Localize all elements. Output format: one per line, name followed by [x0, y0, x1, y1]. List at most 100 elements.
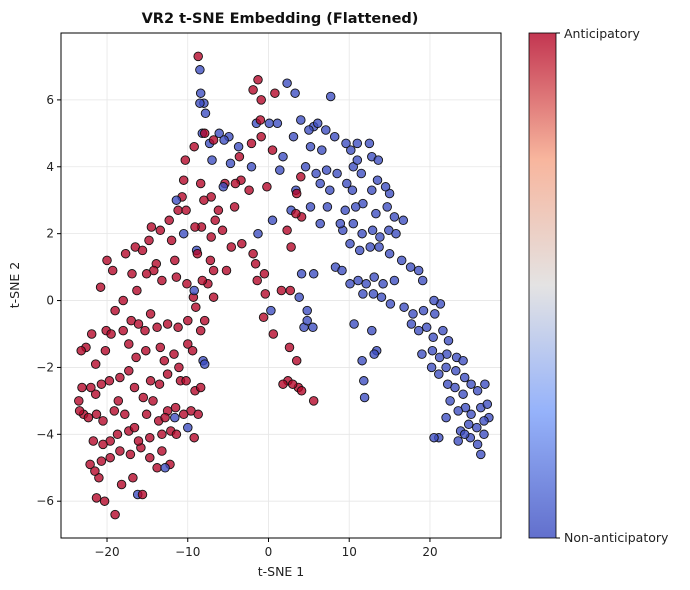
point-non-anticipatory	[329, 131, 340, 142]
point-anticipatory	[291, 188, 302, 199]
point-non-anticipatory	[350, 202, 361, 212]
point-anticipatory	[76, 345, 86, 356]
y-tick-label: 6	[46, 93, 54, 107]
point-non-anticipatory	[345, 238, 355, 249]
point-non-anticipatory	[332, 168, 342, 179]
point-non-anticipatory	[340, 205, 350, 216]
point-non-anticipatory	[311, 168, 321, 179]
point-anticipatory	[88, 436, 99, 446]
point-non-anticipatory	[459, 372, 470, 383]
point-anticipatory	[148, 396, 158, 406]
point-non-anticipatory	[359, 376, 369, 386]
point-non-anticipatory	[199, 359, 210, 369]
point-anticipatory	[95, 282, 106, 292]
point-non-anticipatory	[434, 369, 444, 379]
point-anticipatory	[173, 205, 183, 216]
point-anticipatory	[152, 463, 162, 473]
point-non-anticipatory	[418, 305, 429, 316]
point-non-anticipatory	[472, 422, 482, 433]
point-anticipatory	[133, 436, 144, 446]
point-non-anticipatory	[453, 436, 463, 446]
point-anticipatory	[174, 362, 184, 373]
chart-title: VR2 t-SNE Embedding (Flattened)	[142, 11, 419, 27]
point-non-anticipatory	[353, 275, 363, 286]
point-non-anticipatory	[443, 335, 454, 346]
point-anticipatory	[109, 406, 120, 416]
point-anticipatory	[206, 232, 216, 242]
point-anticipatory	[133, 319, 144, 329]
point-anticipatory	[166, 235, 177, 246]
point-non-anticipatory	[352, 138, 363, 149]
point-anticipatory	[86, 329, 97, 339]
point-anticipatory	[141, 345, 151, 356]
point-anticipatory	[83, 412, 94, 423]
point-anticipatory	[268, 329, 279, 339]
point-non-anticipatory	[171, 195, 182, 205]
point-non-anticipatory	[325, 91, 336, 102]
point-non-anticipatory	[219, 135, 229, 145]
point-anticipatory	[128, 473, 138, 483]
point-non-anticipatory	[275, 165, 285, 175]
point-anticipatory	[199, 195, 209, 205]
point-anticipatory	[205, 255, 216, 266]
point-anticipatory	[110, 509, 120, 520]
point-non-anticipatory	[458, 389, 468, 399]
point-anticipatory	[141, 269, 152, 279]
point-non-anticipatory	[466, 379, 476, 389]
point-non-anticipatory	[312, 118, 323, 129]
point-non-anticipatory	[453, 406, 463, 416]
point-anticipatory	[98, 439, 108, 450]
point-non-anticipatory	[308, 322, 318, 333]
point-anticipatory	[118, 325, 128, 336]
point-anticipatory	[90, 466, 100, 476]
point-anticipatory	[141, 409, 152, 420]
point-non-anticipatory	[345, 279, 355, 289]
point-non-anticipatory	[371, 208, 381, 219]
point-non-anticipatory	[430, 309, 440, 319]
point-non-anticipatory	[384, 248, 395, 259]
point-non-anticipatory	[354, 245, 365, 256]
point-anticipatory	[237, 238, 247, 249]
point-non-anticipatory	[282, 78, 292, 88]
point-non-anticipatory	[463, 419, 474, 430]
point-non-anticipatory	[337, 265, 347, 276]
point-anticipatory	[187, 345, 198, 356]
x-tick-label: 10	[342, 545, 357, 559]
point-anticipatory	[199, 128, 210, 139]
point-non-anticipatory	[218, 182, 229, 192]
point-anticipatory	[173, 322, 183, 333]
point-non-anticipatory	[441, 362, 451, 373]
point-anticipatory	[169, 349, 179, 359]
point-anticipatory	[208, 292, 219, 302]
point-non-anticipatory	[308, 269, 319, 279]
point-anticipatory	[195, 178, 206, 189]
point-anticipatory	[178, 175, 189, 185]
point-anticipatory	[129, 382, 140, 393]
point-anticipatory	[171, 429, 182, 440]
point-anticipatory	[159, 355, 170, 366]
point-anticipatory	[208, 135, 219, 145]
point-anticipatory	[124, 339, 134, 349]
point-anticipatory	[262, 182, 272, 192]
point-anticipatory	[155, 225, 166, 236]
point-anticipatory	[104, 376, 115, 386]
point-non-anticipatory	[441, 412, 451, 423]
point-anticipatory	[140, 325, 150, 336]
point-anticipatory	[250, 259, 261, 269]
point-non-anticipatory	[396, 255, 407, 266]
point-non-anticipatory	[364, 138, 375, 149]
point-non-anticipatory	[352, 155, 363, 165]
point-anticipatory	[234, 151, 245, 162]
point-non-anticipatory	[233, 141, 244, 152]
point-non-anticipatory	[341, 138, 351, 149]
y-tick-label: −6	[36, 494, 54, 508]
point-anticipatory	[145, 452, 155, 463]
point-non-anticipatory	[479, 429, 489, 440]
x-axis-label: t-SNE 1	[258, 564, 305, 579]
point-non-anticipatory	[225, 158, 236, 169]
point-anticipatory	[284, 342, 295, 353]
point-anticipatory	[190, 222, 200, 232]
point-anticipatory	[267, 145, 278, 155]
point-non-anticipatory	[391, 228, 401, 239]
point-non-anticipatory	[266, 305, 276, 316]
